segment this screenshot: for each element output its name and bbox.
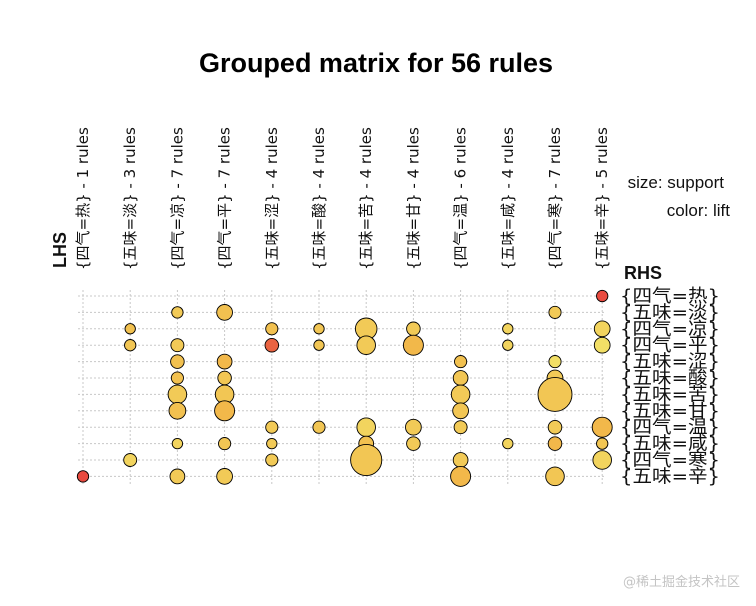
bubble-point — [265, 322, 279, 336]
bubble-point — [596, 289, 609, 303]
bubble-point — [170, 354, 185, 369]
lhs-group-label: {四气=寒} - 7 rules — [546, 127, 564, 270]
legend-size: size: support — [628, 173, 725, 192]
bubble-point — [453, 420, 468, 435]
rhs-item-label: {五味=酸} — [620, 368, 720, 389]
bubble-point — [545, 466, 565, 487]
bubble-point — [356, 335, 376, 355]
bubble-point — [502, 437, 514, 450]
bubble-point — [502, 323, 514, 335]
rhs-item-label: {四气=凉} — [620, 319, 720, 340]
bubble-point — [170, 338, 185, 353]
bubble-point — [547, 419, 563, 435]
bubble-point — [450, 465, 472, 487]
bubble-point — [592, 450, 612, 470]
bubble-point — [548, 355, 562, 369]
lhs-group-label: {五味=辛} - 5 rules — [593, 127, 611, 270]
bubble-point — [171, 437, 184, 450]
bubble-point — [266, 437, 278, 450]
rhs-item-label: {五味=苦} — [620, 384, 720, 405]
bubble-point — [313, 339, 325, 351]
bubble-point — [454, 355, 468, 369]
bubble-point — [312, 420, 326, 434]
lhs-group-labels: {四气=热} - 1 rules {五味=淡} - 3 rules {四气=凉} -… — [74, 127, 611, 270]
rhs-item-label: {五味=涩} — [620, 352, 720, 373]
plot-grid — [78, 290, 604, 484]
legend-color: color: lift — [667, 201, 731, 220]
bubble-point — [124, 339, 137, 352]
watermark: @稀土掘金技术社区 — [623, 574, 740, 590]
bubble-point — [356, 417, 376, 437]
bubble-point — [264, 337, 280, 353]
bubble-point — [313, 323, 325, 335]
bubble-point — [452, 452, 469, 468]
bubble-point — [596, 437, 609, 450]
bubble-series — [76, 289, 613, 487]
bubble-point — [402, 334, 424, 356]
bubble-point — [406, 436, 421, 451]
rhs-item-label: {五味=咸} — [620, 434, 720, 455]
bubble-point — [502, 339, 514, 351]
lhs-group-label: {五味=甘} - 4 rules — [404, 127, 422, 270]
lhs-group-label: {五味=咸} - 4 rules — [499, 127, 517, 270]
bubble-point — [548, 305, 562, 319]
rhs-item-label: {四气=热} — [620, 286, 720, 307]
lhs-group-label: {五味=苦} - 4 rules — [357, 127, 375, 270]
bubble-point — [593, 336, 611, 354]
bubble-point — [593, 320, 611, 338]
rhs-item-label: {五味=淡} — [620, 302, 720, 323]
bubble-point — [591, 416, 613, 438]
rhs-item-label: {四气=温} — [620, 417, 720, 438]
bubble-point — [217, 370, 232, 386]
bubble-point — [547, 436, 563, 451]
bubble-point — [452, 402, 469, 420]
bubble-point — [216, 468, 233, 485]
rhs-item-label: {四气=寒} — [620, 450, 720, 471]
bubble-point — [265, 453, 279, 467]
rhs-axis-title: RHS — [624, 263, 662, 283]
lhs-group-label: {五味=淡} - 3 rules — [121, 127, 139, 270]
lhs-group-label: {四气=热} - 1 rules — [74, 127, 92, 270]
bubble-point — [450, 384, 471, 405]
lhs-group-label: {五味=涩} - 4 rules — [263, 127, 281, 270]
bubble-point — [265, 420, 279, 434]
bubble-point — [171, 306, 184, 319]
bubble-point — [169, 468, 186, 485]
bubble-point — [214, 400, 236, 422]
bubble-point — [218, 437, 232, 451]
rhs-item-label: {四气=平} — [620, 335, 720, 356]
bubble-point — [170, 371, 184, 385]
bubble-point — [216, 304, 233, 321]
rhs-item-labels: {四气=热}{五味=淡}{四气=凉}{四气=平}{五味=涩}{五味=酸}{五味=… — [620, 286, 720, 487]
lhs-group-label: {四气=温} - 6 rules — [452, 127, 470, 270]
bubble-point — [167, 384, 188, 405]
bubble-point — [405, 418, 422, 436]
rhs-item-label: {五味=甘} — [620, 401, 720, 422]
bubble-point — [350, 443, 383, 477]
bubble-point — [216, 353, 233, 370]
chart-title: Grouped matrix for 56 rules — [199, 48, 553, 78]
lhs-axis-title: LHS — [50, 232, 70, 268]
rhs-item-label: {五味=辛} — [620, 466, 720, 487]
bubble-point — [168, 401, 187, 420]
lhs-group-label: {四气=平} - 7 rules — [216, 127, 234, 270]
lhs-group-label: {四气=凉} - 7 rules — [168, 127, 186, 270]
bubble-point — [123, 453, 138, 467]
bubble-point — [537, 376, 573, 412]
bubble-point — [124, 323, 136, 335]
lhs-group-label: {五味=酸} - 4 rules — [310, 127, 328, 270]
bubble-point — [406, 321, 421, 337]
bubble-point — [76, 470, 90, 483]
bubble-point — [452, 370, 469, 386]
